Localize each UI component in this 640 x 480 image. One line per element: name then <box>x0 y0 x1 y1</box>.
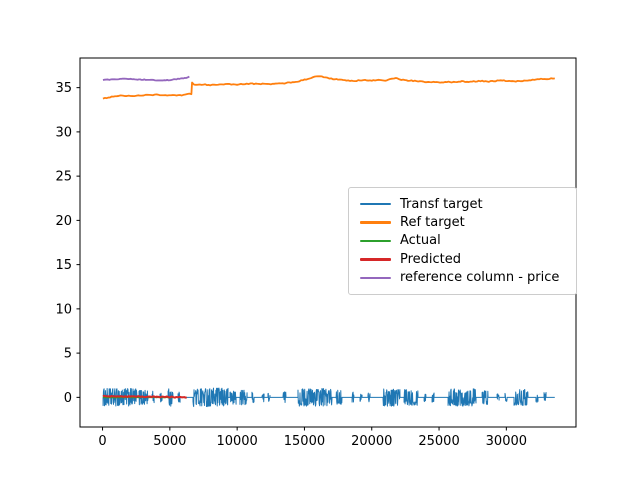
legend-line-sample-predicted <box>360 258 391 261</box>
legend-entry-transf-target: Transf target <box>359 195 566 213</box>
x-tick-label: 25000 <box>418 434 459 449</box>
x-tick-label: 20000 <box>351 434 392 449</box>
y-tick-label: 35 <box>55 81 72 96</box>
x-tick-label: 10000 <box>216 434 257 449</box>
legend-label-ref-target: Ref target <box>400 215 465 231</box>
series-line-reference-column-price <box>102 75 190 82</box>
legend-label-transf-target: Transf target <box>400 196 483 212</box>
series-line-predicted <box>102 394 187 399</box>
legend-entry-ref-target: Ref target <box>359 214 566 232</box>
x-tick-label: 15000 <box>284 434 325 449</box>
legend-label-actual: Actual <box>400 233 441 249</box>
series-line-ref-target <box>102 75 555 100</box>
y-tick-label: 25 <box>55 170 72 185</box>
y-tick-label: 30 <box>55 125 72 140</box>
x-tick-label: 30000 <box>486 434 527 449</box>
legend-entry-predicted: Predicted <box>359 250 566 268</box>
y-tick-label: 0 <box>64 391 72 406</box>
legend-entry-actual: Actual <box>359 232 566 250</box>
legend-line-sample-transf-target <box>360 202 391 206</box>
legend-label-predicted: Predicted <box>400 251 462 267</box>
y-tick-label: 5 <box>64 347 72 362</box>
legend-line-sample-actual <box>360 239 391 243</box>
legend: Transf target Ref target Actual Predicte… <box>348 187 577 295</box>
y-tick-label: 15 <box>55 258 72 273</box>
y-tick-label: 20 <box>55 214 72 229</box>
series-line-transf-target <box>102 387 555 408</box>
legend-entry-reference-column-price: reference column - price <box>359 269 566 287</box>
legend-line-sample-reference-column-price <box>360 276 391 279</box>
legend-line-sample-ref-target <box>360 221 391 224</box>
y-tick-label: 10 <box>55 302 72 317</box>
legend-label-reference-column-price: reference column - price <box>400 270 560 286</box>
x-tick-label: 0 <box>98 434 106 449</box>
x-tick-label: 5000 <box>153 434 186 449</box>
